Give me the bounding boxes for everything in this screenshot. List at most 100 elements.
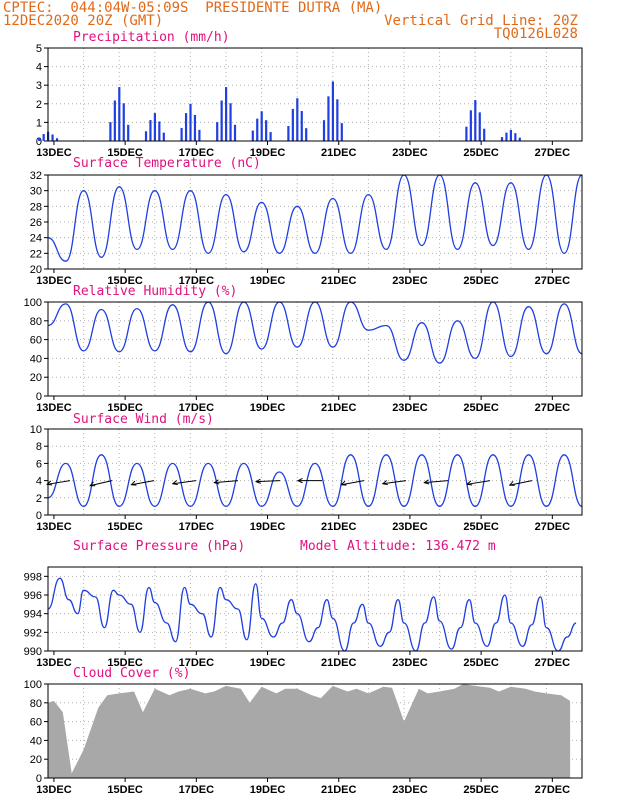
wind-arrow (424, 480, 449, 484)
precip-bar (265, 120, 268, 141)
precip-bar (505, 132, 508, 141)
y-tick-label: 80 (30, 316, 42, 328)
panel-title: Cloud Cover (%) (73, 666, 190, 681)
precip-bar (51, 134, 54, 141)
y-tick-label: 4 (36, 62, 42, 74)
wind-arrow-head (46, 480, 53, 486)
x-tick-label: 19DEC (250, 784, 286, 796)
y-tick-label: 32 (30, 170, 42, 182)
precip-bar (225, 87, 228, 141)
precip-bar (469, 110, 472, 141)
panel-frame (47, 428, 583, 516)
precip-bar (55, 138, 59, 141)
y-tick-label: 994 (24, 609, 42, 621)
precip-bar (189, 103, 192, 141)
precip-bar (322, 120, 326, 141)
y-tick-label: 80 (30, 698, 42, 710)
panel-title: Surface Pressure (hPa) (73, 539, 245, 554)
precip-bar (193, 114, 197, 141)
x-tick-label: 25DEC (463, 657, 499, 669)
precip-bar (184, 113, 188, 141)
precip-bar (305, 128, 308, 141)
wind-arrow (467, 480, 491, 485)
wind-arrow-head (213, 479, 220, 485)
x-tick-label: 19DEC (250, 521, 286, 533)
panel-frame (47, 566, 583, 652)
x-tick-label: 13DEC (36, 657, 72, 669)
wind-arrow-head (130, 480, 137, 486)
wind-arrow (214, 480, 239, 484)
x-tick-label: 17DEC (179, 402, 215, 414)
x-tick-label: 13DEC (36, 402, 72, 414)
precip-bar (474, 100, 477, 141)
x-tick-label: 15DEC (107, 657, 143, 669)
panel-frame (47, 47, 583, 142)
wind-arrow (341, 480, 365, 486)
header-date: 12DEC2020 20Z (GMT) (3, 13, 164, 29)
series-line (47, 301, 583, 364)
precip-bar (162, 132, 165, 141)
precip-bar (144, 131, 148, 141)
wind-arrow (509, 480, 533, 486)
y-tick-label: 0 (36, 391, 42, 403)
precip-bar (122, 103, 125, 141)
y-tick-label: 28 (30, 201, 42, 213)
precip-bar (42, 134, 45, 141)
series-line (47, 454, 583, 508)
x-tick-label: 25DEC (463, 784, 499, 796)
precip-bar (478, 112, 481, 141)
y-tick-label: 992 (24, 627, 42, 639)
x-tick-label: 21DEC (321, 275, 357, 287)
x-tick-label: 15DEC (107, 521, 143, 533)
x-tick-label: 21DEC (321, 147, 357, 159)
y-tick-label: 998 (24, 571, 42, 583)
x-tick-label: 23DEC (392, 784, 428, 796)
precip-bar (220, 100, 223, 141)
precip-bar (113, 100, 116, 141)
wind-arrow (382, 480, 407, 485)
precip-bar (269, 132, 272, 141)
x-tick-label: 27DEC (535, 521, 571, 533)
x-tick-label: 21DEC (321, 402, 357, 414)
precip-bar (251, 130, 254, 141)
x-tick-label: 19DEC (250, 275, 286, 287)
cloud-area (48, 684, 571, 778)
y-tick-label: 996 (24, 590, 42, 602)
x-tick-label: 25DEC (463, 147, 499, 159)
x-tick-label: 17DEC (179, 147, 215, 159)
precip-bar (291, 108, 294, 141)
wind-arrow-head (423, 479, 430, 485)
x-tick-label: 21DEC (321, 784, 357, 796)
x-tick-label: 19DEC (250, 402, 286, 414)
x-tick-label: 13DEC (36, 784, 72, 796)
precip-bar (296, 98, 299, 141)
header-grid-line: Vertical Grid Line: 20Z (384, 13, 578, 29)
y-tick-label: 20 (30, 754, 42, 766)
x-tick-label: 17DEC (179, 784, 215, 796)
wind-arrow-head (381, 480, 388, 486)
header-model-id: TQ0126L028 (493, 26, 578, 42)
precip-bar (465, 126, 468, 141)
precip-bar (500, 137, 504, 141)
y-tick-label: 5 (36, 43, 42, 55)
precip-bar (118, 87, 121, 141)
y-tick-label: 6 (36, 458, 42, 470)
x-tick-label: 21DEC (321, 521, 357, 533)
precip-bar (149, 120, 152, 141)
y-tick-label: 8 (36, 441, 42, 453)
y-tick-label: 990 (24, 646, 42, 658)
y-tick-label: 10 (30, 424, 42, 436)
header-station: CPTEC: 044:04W-05:09S PRESIDENTE DUTRA (… (3, 0, 383, 16)
x-tick-label: 27DEC (535, 402, 571, 414)
precip-bar (109, 122, 112, 141)
precip-bar (153, 113, 156, 141)
y-tick-label: 0 (36, 510, 42, 522)
wind-arrow-head (296, 478, 303, 484)
precip-bar (300, 111, 303, 141)
x-tick-label: 19DEC (250, 657, 286, 669)
precip-bar (509, 129, 512, 141)
x-tick-label: 27DEC (535, 147, 571, 159)
x-tick-label: 27DEC (535, 657, 571, 669)
wind-arrow-head (89, 481, 96, 487)
y-tick-label: 60 (30, 335, 42, 347)
